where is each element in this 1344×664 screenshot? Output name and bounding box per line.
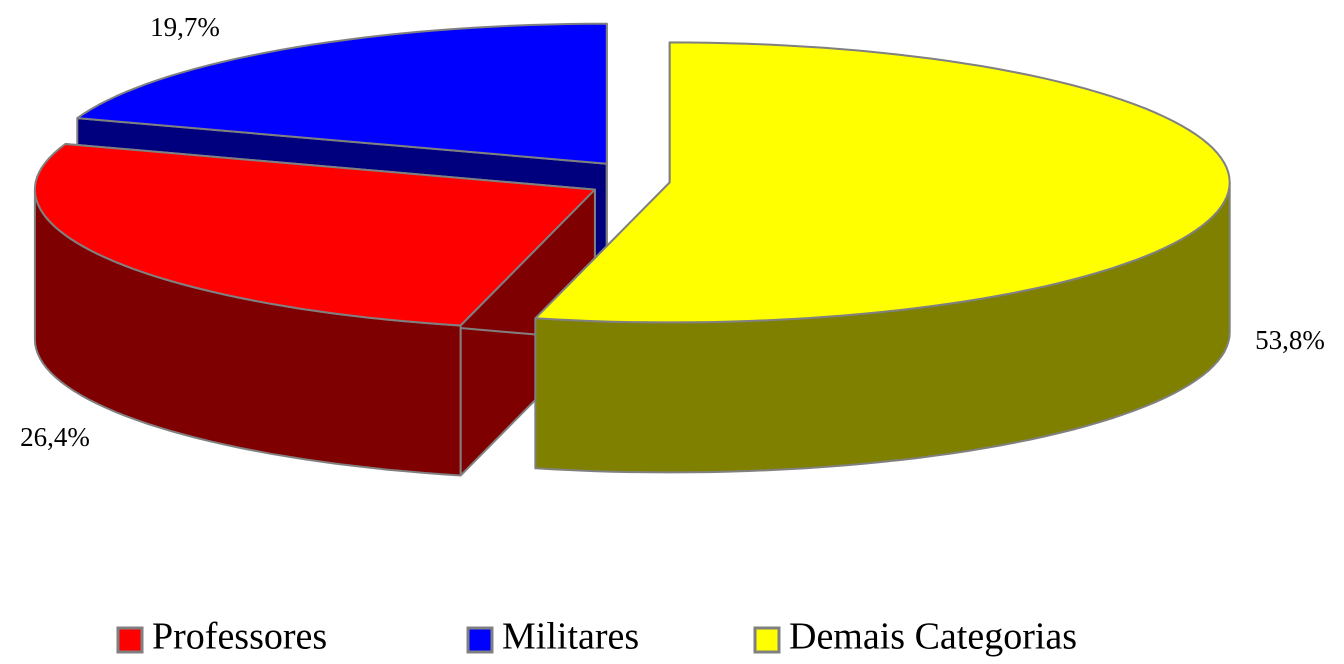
data-label: 53,8% [1255,325,1325,355]
data-label: 19,7% [150,12,220,42]
data-label: 26,4% [20,422,90,452]
legend-swatch [753,626,781,654]
legend-label: Professores [152,616,327,658]
legend-label: Militares [502,616,639,658]
legend-swatch [116,626,144,654]
slice [33,143,596,327]
slice [534,41,1231,324]
legend-swatch [466,626,494,654]
slice [76,22,608,165]
legend-label: Demais Categorias [789,616,1077,658]
